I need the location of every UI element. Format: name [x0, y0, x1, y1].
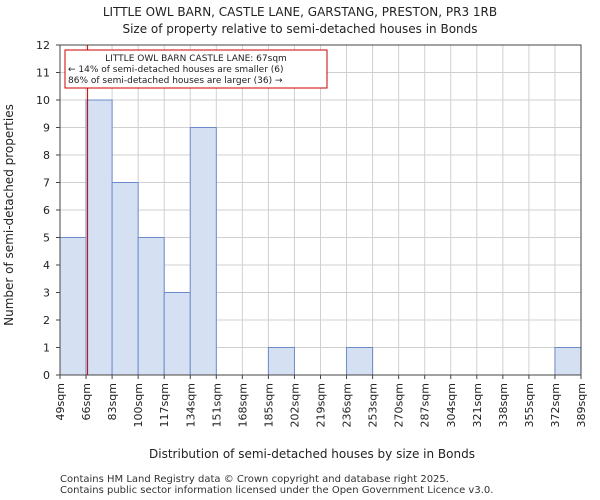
- y-tick-label: 5: [43, 232, 50, 245]
- y-tick-label: 0: [43, 369, 50, 382]
- y-tick-label: 8: [43, 149, 50, 162]
- x-tick-label: 270sqm: [393, 383, 406, 427]
- bar-100sqm: [137, 237, 165, 376]
- x-tick-label: 389sqm: [575, 383, 588, 427]
- x-tick-label: 355sqm: [523, 383, 536, 427]
- x-tick-label: 134sqm: [184, 383, 197, 427]
- x-tick-label: 338sqm: [497, 383, 510, 427]
- x-tick-label: 372sqm: [549, 383, 562, 427]
- y-axis-label: Number of semi-detached properties: [2, 104, 16, 326]
- bar-83sqm: [111, 182, 139, 376]
- x-tick-label: 202sqm: [288, 383, 301, 427]
- bar-185sqm: [267, 347, 295, 376]
- annotation-box: [64, 49, 328, 89]
- y-tick-label: 1: [43, 342, 50, 355]
- y-tick-label: 10: [36, 94, 50, 107]
- x-tick-labels: 49sqm 66sqm 83sqm 100sqm 117sqm 134sqm 151sqm 1…: [54, 375, 588, 427]
- y-tick-label: 6: [43, 204, 50, 217]
- y-tick-label: 4: [43, 259, 50, 272]
- x-tick-label: 219sqm: [315, 383, 328, 427]
- annotation-line-3: 86% of semi-detached houses are larger (…: [68, 76, 283, 86]
- x-tick-label: 83sqm: [106, 383, 119, 420]
- x-tick-label: 168sqm: [236, 383, 249, 427]
- x-tick-label: 287sqm: [419, 383, 432, 427]
- bars-group: [59, 99, 582, 376]
- annotation-line-1: LITTLE OWL BARN CASTLE LANE: 67sqm: [105, 54, 287, 64]
- footer-line-1: Contains HM Land Registry data © Crown c…: [60, 474, 449, 485]
- x-tick-label: 100sqm: [132, 383, 145, 427]
- y-tick-label: 9: [43, 122, 50, 135]
- x-axis-label: Distribution of semi-detached houses by …: [149, 447, 475, 461]
- x-tick-label: 253sqm: [367, 383, 380, 427]
- bar-117sqm: [163, 292, 191, 376]
- footer-line-2: Contains public sector information licen…: [60, 485, 494, 496]
- x-tick-label: 321sqm: [471, 383, 484, 427]
- plot-frame: [59, 44, 582, 376]
- bar-66sqm: [85, 99, 113, 376]
- bar-236sqm: [346, 347, 374, 376]
- bar-372sqm: [554, 347, 582, 376]
- y-tick-label: 3: [43, 287, 50, 300]
- bar-49sqm: [59, 237, 87, 376]
- x-tick-label: 151sqm: [210, 383, 223, 427]
- bar-134sqm: [189, 127, 217, 376]
- annotation-line-2: ← 14% of semi-detached houses are smalle…: [68, 65, 284, 75]
- x-tick-label: 49sqm: [54, 383, 67, 420]
- x-tick-label: 117sqm: [158, 383, 171, 427]
- x-tick-label: 185sqm: [262, 383, 275, 427]
- chart-title: LITTLE OWL BARN, CASTLE LANE, GARSTANG, …: [103, 5, 497, 19]
- y-tick-label: 2: [43, 314, 50, 327]
- x-tick-label: 236sqm: [341, 383, 354, 427]
- chart-subtitle: Size of property relative to semi-detach…: [122, 22, 477, 36]
- y-tick-label: 12: [36, 39, 50, 52]
- x-tick-label: 66sqm: [80, 383, 93, 420]
- y-tick-label: 7: [43, 177, 50, 190]
- histogram-chart: LITTLE OWL BARN, CASTLE LANE, GARSTANG, …: [2, 5, 588, 461]
- y-tick-label: 11: [36, 67, 50, 80]
- x-tick-label: 304sqm: [445, 383, 458, 427]
